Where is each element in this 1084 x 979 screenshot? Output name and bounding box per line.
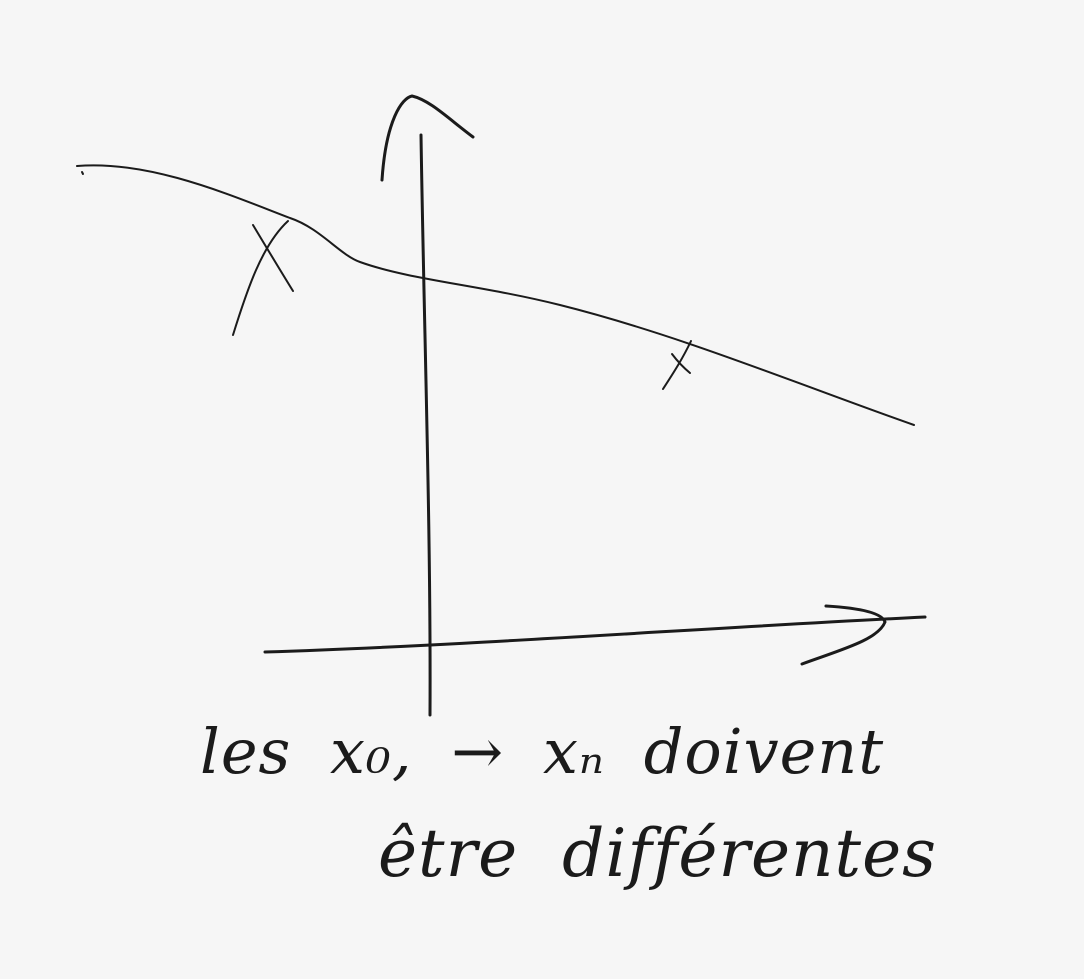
cross-mark-left — [232, 220, 294, 336]
cross-mark-right — [662, 340, 692, 390]
y-axis-line — [419, 133, 432, 717]
decreasing-curve — [76, 164, 915, 426]
y-axis-arrowhead — [380, 94, 475, 182]
y-axis — [380, 94, 475, 717]
note-line-1: les x₀, → xₙ doivent — [200, 715, 885, 788]
x-axis-arrowhead — [800, 604, 887, 666]
curve-start-dot — [81, 171, 84, 175]
x-axis-line — [263, 615, 927, 654]
note-line-2: être différentes — [378, 815, 938, 892]
x-axis — [263, 604, 927, 666]
